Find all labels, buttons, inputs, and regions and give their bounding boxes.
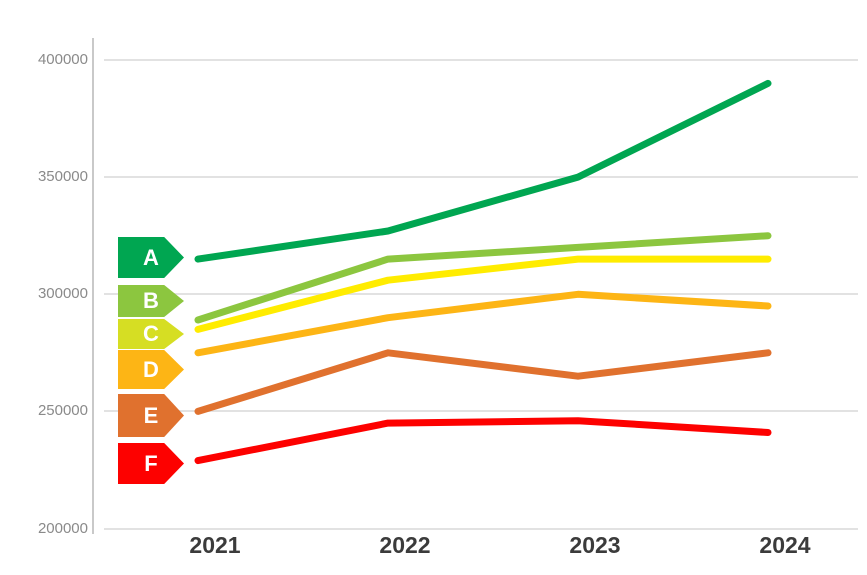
series-line-F bbox=[194, 417, 772, 465]
series-line-D bbox=[194, 290, 772, 357]
x-axis-tick-label-2022: 2022 bbox=[379, 532, 431, 558]
gridline-200000 bbox=[104, 527, 858, 530]
x-axis-tick-label-2024: 2024 bbox=[759, 532, 811, 558]
gridline-350000 bbox=[104, 176, 858, 179]
energy-rating-badge-label: D bbox=[143, 356, 159, 382]
y-axis-tick-label: 250000 bbox=[37, 402, 88, 420]
series-line-E bbox=[194, 349, 772, 415]
gridline-300000 bbox=[104, 293, 858, 296]
series-line-C bbox=[194, 255, 772, 333]
y-axis-tick-label: 400000 bbox=[37, 51, 88, 68]
y-axis-line bbox=[92, 38, 94, 534]
y-axis-tick-label: 350000 bbox=[37, 168, 88, 186]
energy-rating-badge-label: B bbox=[143, 288, 159, 313]
energy-rating-badge-label: F bbox=[144, 450, 158, 476]
series-line-B bbox=[194, 232, 772, 324]
series-line-A bbox=[194, 79, 772, 263]
gridline-250000 bbox=[104, 410, 858, 413]
x-axis-tick-label-2023: 2023 bbox=[569, 532, 621, 558]
gridline-400000 bbox=[104, 59, 858, 61]
energy-rating-badge-label: A bbox=[143, 244, 159, 270]
energy-rating-badge-label: E bbox=[143, 402, 159, 428]
energy-rating-badge-label: C bbox=[143, 321, 159, 346]
y-axis-tick-label: 300000 bbox=[37, 285, 88, 303]
x-axis-tick-label-2021: 2021 bbox=[189, 532, 241, 558]
y-axis-tick-label: 200000 bbox=[37, 519, 88, 537]
